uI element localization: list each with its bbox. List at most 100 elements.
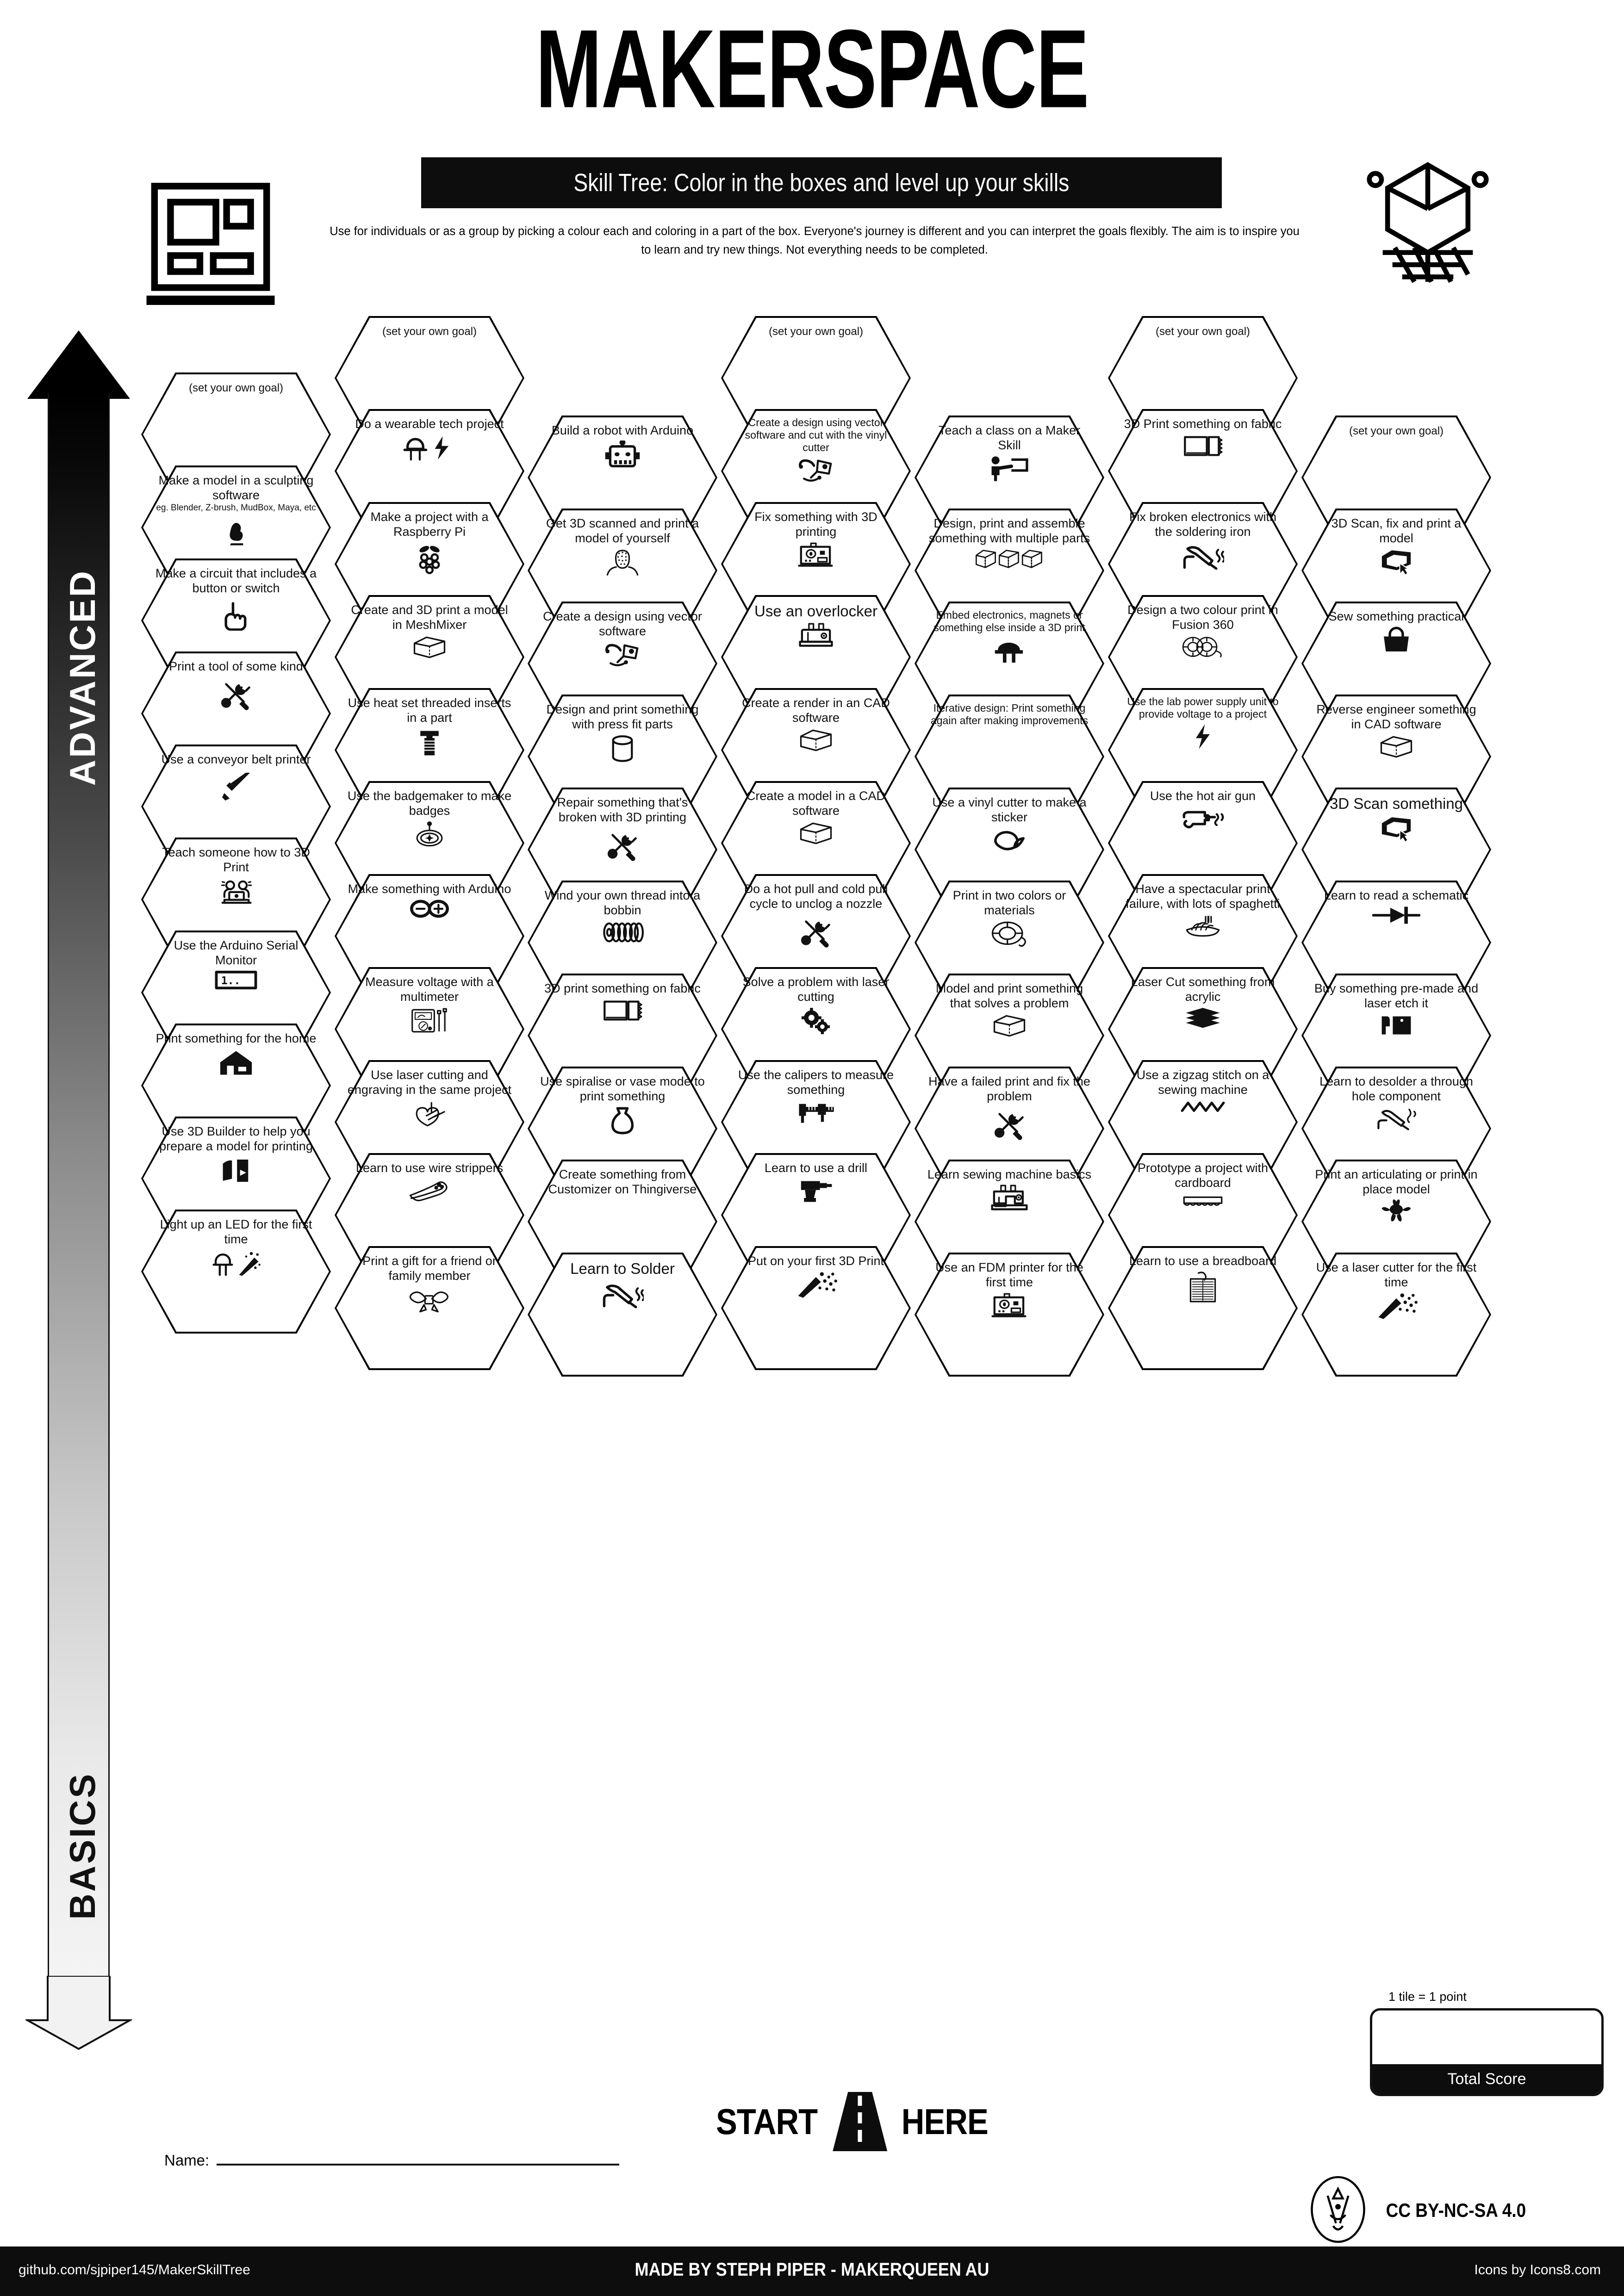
three-cubes-icon	[974, 548, 1045, 571]
page-title: MAKERSPACE	[535, 6, 1089, 131]
fdm-printer-icon	[991, 1292, 1027, 1319]
tools-icon	[992, 1106, 1027, 1142]
skill-tile-label: Design and print something with press fi…	[546, 702, 699, 731]
name-field-row[interactable]: Name:	[164, 2152, 620, 2169]
spaghetti-icon	[1185, 914, 1221, 938]
maker-badge-icon	[1310, 2175, 1366, 2246]
led-bolt-icon	[403, 434, 456, 462]
skill-tile-label: Solve a problem with laser cutting	[742, 975, 890, 1004]
skill-tile-label: Get 3D scanned and print a model of your…	[546, 516, 699, 545]
skill-tile-label: Learn sewing machine basics	[927, 1167, 1092, 1181]
skill-tile-label: Iterative design: Print something again …	[930, 702, 1089, 726]
skill-tile-label: Measure voltage with a multimeter	[365, 975, 494, 1004]
total-score-box[interactable]: Total Score	[1370, 2008, 1604, 2096]
cardboard-icon	[1182, 1193, 1224, 1210]
skill-tile-label: Print a tool of some kind	[169, 659, 303, 673]
skill-tile-label: Fix something with 3D printing	[754, 510, 877, 539]
skill-tile-label: Design a two colour print in Fusion 360	[1127, 603, 1278, 632]
skill-tile-label: Use the badgemaker to make badges	[347, 789, 512, 818]
skill-tile-label: Use a zigzag stitch on a sewing machine	[1136, 1068, 1269, 1097]
tools-icon	[605, 827, 640, 863]
skill-tile-label: Have a spectacular print failure, with l…	[1126, 882, 1280, 911]
sticker-icon	[991, 827, 1027, 852]
skill-tile[interactable]: Light up an LED for the first time	[141, 1210, 331, 1334]
skill-tile-label: Create something from Customizer on Thin…	[548, 1167, 697, 1196]
skill-tile-label: Fix broken electronics with the solderin…	[1129, 510, 1277, 539]
skill-tile-label: Repair something that's broken with 3D p…	[557, 795, 688, 824]
footer-icons-credit[interactable]: Icons by Icons8.com	[1474, 2262, 1601, 2277]
svg-text:1..: 1..	[221, 975, 241, 987]
bust-scan-icon	[604, 548, 641, 577]
articulating-icon	[1381, 1199, 1412, 1222]
wire-strippers-icon	[407, 1178, 452, 1201]
skill-tile-sublabel: eg. Blender, Z-brush, MudBox, Maya, etc	[156, 503, 316, 513]
subtitle-text: Skill Tree: Color in the boxes and level…	[573, 169, 1070, 197]
breadboard-icon	[1188, 1271, 1218, 1303]
skill-tile-label: Use the hot air gun	[1150, 789, 1256, 803]
cube-outline-icon	[1378, 734, 1414, 759]
skill-tile[interactable]: Use a laser cutter for the first time	[1301, 1253, 1491, 1377]
two-spools-icon	[1182, 635, 1224, 658]
skill-tile-label: Make a circuit that includes a button or…	[155, 566, 317, 595]
skill-tile-label: Print something for the home	[156, 1031, 317, 1045]
skill-tile-label: Build a robot with Arduino	[551, 423, 694, 437]
skill-tile-label: Teach a class on a Maker Skill	[938, 423, 1081, 452]
hex-outline	[721, 1246, 911, 1370]
gears-icon	[799, 1007, 833, 1035]
skill-tile-label: Reverse engineer something in CAD softwa…	[1316, 702, 1476, 731]
up-arrow-icon	[25, 329, 132, 399]
skill-tile-label: Use heat set threaded inserts in a part	[348, 696, 511, 725]
axis-tail	[24, 1975, 134, 2050]
vase-icon	[610, 1106, 635, 1135]
acrylic-sheets-icon	[1184, 1007, 1222, 1032]
skill-level-axis: ADVANCED BASICS	[24, 329, 134, 2078]
skill-tile-label: Embed electronics, magnets or something …	[933, 609, 1085, 633]
axis-gradient-bar	[48, 393, 110, 1980]
skill-tile-label: Use 3D Builder to help you prepare a mod…	[159, 1124, 313, 1153]
skill-tile-label: Have a failed print and fix the problem	[928, 1074, 1090, 1103]
drill-icon	[798, 1178, 834, 1205]
skill-tile[interactable]: Use an FDM printer for the first time	[915, 1253, 1104, 1377]
skill-tile-label: Use laser cutting and engraving in the s…	[347, 1068, 512, 1097]
skill-tile-label: Learn to Solder	[570, 1260, 675, 1277]
skill-tile-label: (set your own goal)	[1349, 425, 1444, 437]
start-word: START	[716, 2101, 818, 2142]
skill-tile[interactable]: Print a gift for a friend or family memb…	[335, 1246, 524, 1370]
skill-tile[interactable]: Put on your first 3D Print	[721, 1246, 911, 1370]
skill-tile-label: Make a model in a sculpting software	[158, 473, 314, 502]
laser-etch-icon	[1380, 1013, 1413, 1037]
score-note: 1 tile = 1 point	[1388, 1990, 1467, 2004]
multimeter-icon	[410, 1007, 449, 1034]
overlocker-icon	[798, 623, 834, 649]
start-here-marker: START HERE	[666, 2091, 1037, 2152]
sewing-machine-icon	[990, 1185, 1029, 1213]
sculpture-icon	[220, 516, 252, 548]
hex-outline	[335, 1246, 524, 1370]
skill-tile[interactable]: Learn to Solder	[528, 1253, 717, 1377]
name-input-line[interactable]	[217, 2164, 620, 2166]
skill-tile-label: Prototype a project with cardboard	[1137, 1161, 1269, 1190]
skill-tile-label: Print in two colors or materials	[952, 888, 1066, 917]
footer-repo-link[interactable]: github.com/sjpiper145/MakerSkillTree	[19, 2262, 250, 2277]
skill-tile-label: (set your own goal)	[382, 325, 477, 338]
skill-tile-label: Buy something pre-made and laser etch it	[1314, 981, 1479, 1010]
diode-icon	[1372, 906, 1421, 925]
skill-tile-label: Learn to desolder a through hole compone…	[1319, 1074, 1473, 1103]
laser-engrave-heart-icon	[411, 1100, 448, 1129]
skill-tile[interactable]: Learn to use a breadboard	[1108, 1246, 1298, 1370]
3d-scan-icon	[1378, 548, 1415, 576]
skill-tile-label: Put on your first 3D Print	[747, 1254, 884, 1268]
subtitle-banner: Skill Tree: Color in the boxes and level…	[421, 157, 1222, 208]
fdm-printer-icon	[798, 542, 834, 569]
poster-header: MAKERSPACE Skill Tree: Color in the boxe…	[0, 0, 1624, 305]
skill-tile-label: (set your own goal)	[1155, 325, 1251, 338]
skill-tile-label: Learn to use wire strippers	[355, 1161, 504, 1175]
calipers-icon	[796, 1100, 836, 1125]
skill-tile-label: Learn to use a breadboard	[1129, 1254, 1277, 1268]
bobbin-icon	[601, 920, 644, 944]
skill-tile-label: Make a project with a Raspberry Pi	[370, 510, 489, 539]
skill-tile-label: Design, print and assemble something wit…	[928, 516, 1090, 545]
skill-tile-label: Use spiralise or vase mode to print some…	[540, 1074, 705, 1103]
skill-tile-label: Use an FDM printer for the first time	[935, 1260, 1083, 1289]
skill-tile-label: Create a model in a CAD software	[746, 789, 886, 818]
